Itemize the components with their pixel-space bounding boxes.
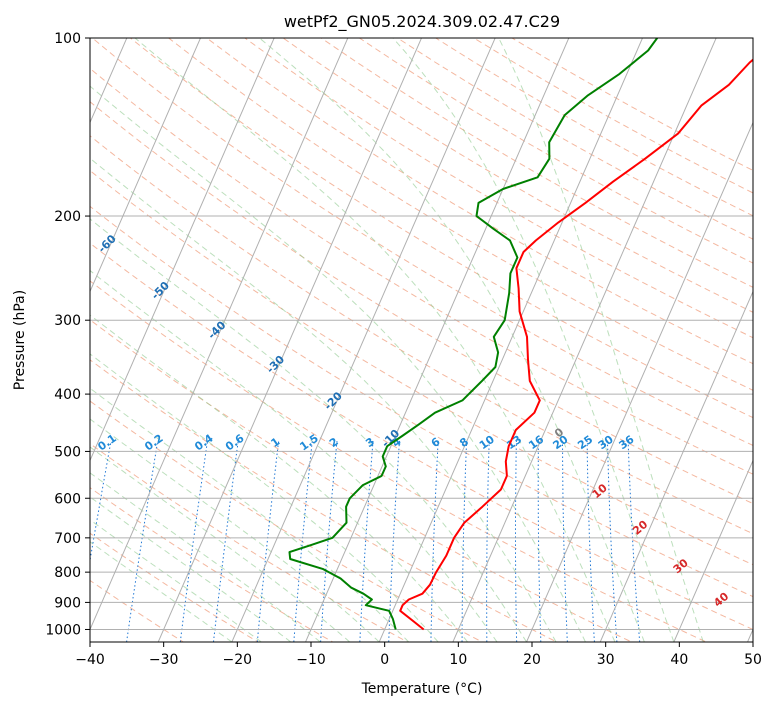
dry-adiabat [90,205,753,598]
y-tick-label: 500 [54,444,81,460]
x-tick-label: −30 [149,652,179,668]
x-tick-label: 30 [597,652,615,668]
isotherm-line [452,38,717,642]
isotherm-line [90,38,202,293]
mixing-ratio-line [212,440,239,642]
moist-adiabat [90,218,527,642]
y-tick-label: 800 [54,565,81,581]
mixing-ratio-line [607,440,618,642]
plot-frame [89,37,754,643]
isotherm-line [231,38,496,642]
x-tick-label: 20 [523,652,541,668]
isotherm-line [304,38,570,642]
y-tick-label: 900 [54,595,81,611]
moist-adiabat [90,472,321,642]
isotherm-line [90,38,128,124]
moist-adiabat [90,496,292,642]
mixing-ratio-line [388,440,400,642]
isotherm-line [378,38,644,642]
isotherm-line [157,38,423,642]
y-axis: 100 200 300 400 500 600 700 800 900 1000 [45,31,90,638]
mixing-ratio-line [179,440,208,642]
moist-adiabat [90,314,468,642]
moist-adiabat [498,38,704,642]
moist-adiabat [90,387,410,642]
x-axis-title: Temperature (°C) [361,681,483,697]
dry-adiabat [320,38,753,288]
x-tick-label: 40 [670,652,688,668]
dry-adiabat [90,242,753,631]
mixing-ratio-line [256,440,280,642]
isotherm-line [599,290,753,642]
y-tick-label: 100 [54,31,81,47]
x-tick-label: −10 [296,652,326,668]
isotherm-line [90,38,275,462]
moist-adiabat [259,38,645,642]
dry-adiabat [91,38,753,447]
isobar-grid [90,38,753,630]
mixing-ratio-line [430,440,439,642]
dry-adiabat [90,400,484,642]
mixing-ratio-line [293,440,313,642]
y-tick-label: 600 [54,491,81,507]
x-tick-label: −20 [223,652,253,668]
x-tick-label: 0 [380,652,389,668]
dry-adiabat [90,135,753,535]
mixing-ratio-line [359,440,374,642]
mixing-ratio-lines [90,440,641,642]
moist-adiabat [90,541,233,642]
mixing-ratio-line [461,440,468,642]
dry-adiabat [90,532,259,642]
dry-adiabat [282,38,753,313]
dewpoint-line [288,38,659,630]
isotherm-line [673,459,753,642]
y-tick-label: 400 [54,387,81,403]
moist-adiabat [90,418,380,642]
mixing-ratio-line [126,440,159,642]
x-tick-label: 10 [449,652,467,668]
moist-adiabat [392,38,675,642]
profile-series [288,38,753,631]
y-tick-label: 700 [54,531,81,547]
x-tick-label: −40 [75,652,105,668]
mixing-ratio-line [90,440,112,563]
moist-adiabat [90,519,262,642]
y-tick-label: 300 [54,313,81,329]
mixing-ratio-line [586,440,595,642]
dry-adiabat [205,38,753,365]
x-tick-label: 50 [744,652,762,668]
chart-title: wetPf2_GN05.2024.309.02.47.C29 [284,12,560,32]
x-axis: −40 −30 −20 −10 0 10 20 30 40 50 [75,642,762,668]
temperature-line [399,58,753,631]
y-axis-title: Pressure (hPa) [12,290,28,390]
moist-adiabat [90,269,498,642]
y-tick-label: 1000 [45,622,81,638]
moist-adiabat [90,157,557,642]
mixing-ratio-line [537,440,542,642]
y-tick-label: 200 [54,209,81,225]
mixing-ratio-line [515,440,518,642]
mixing-ratio-line [562,440,568,642]
isotherm-line [90,38,349,631]
mixing-ratio-line [627,440,641,642]
moist-adiabat [134,38,616,642]
mixing-ratio-line [486,440,490,642]
isotherm-line [525,121,753,642]
dry-adiabat [90,359,559,642]
mixing-ratio-line [320,440,338,642]
moist-adiabats [90,38,704,642]
isotherms [90,38,753,642]
dry-adiabat [90,487,334,642]
